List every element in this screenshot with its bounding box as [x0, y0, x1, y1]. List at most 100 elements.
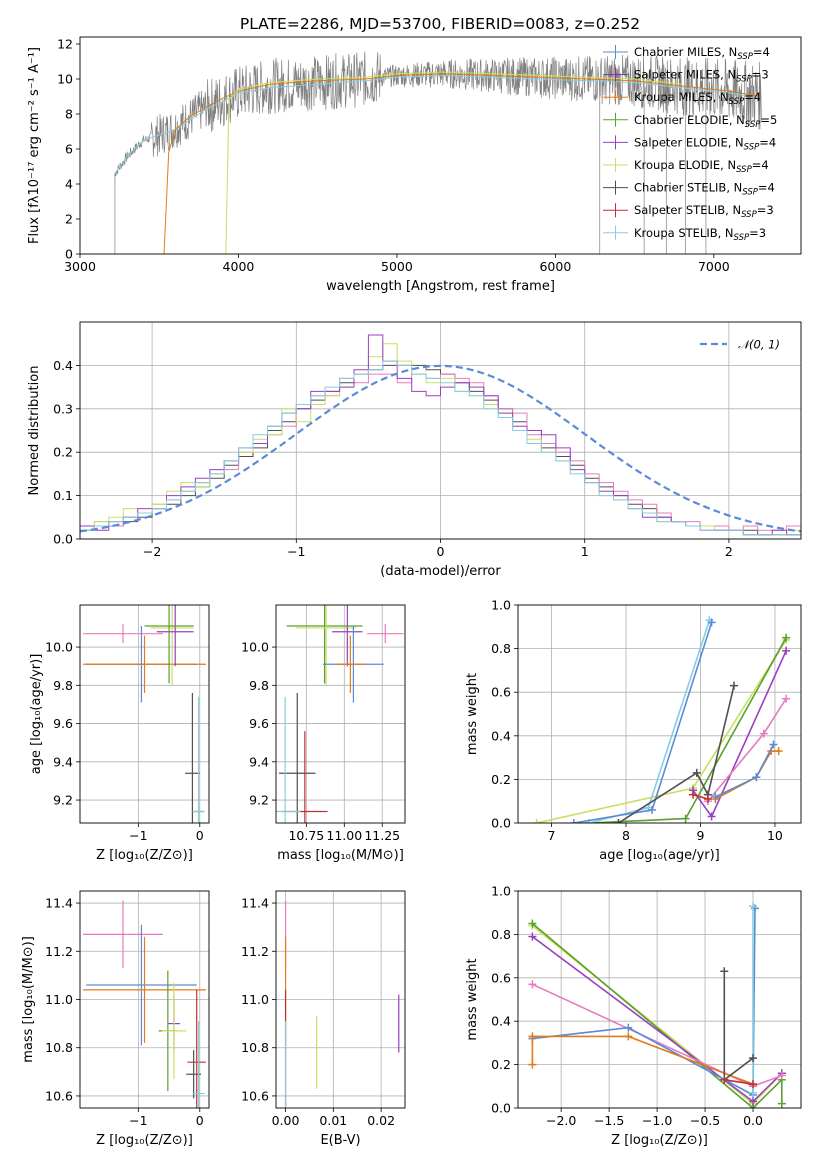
y-tick-label: 10.0 — [45, 640, 73, 655]
x-axis-label: Z [log₁₀(Z/Z⊙)] — [96, 848, 193, 863]
plus-marker — [528, 980, 537, 989]
legend-label: Kroupa MILES, NSSP=4 — [634, 90, 761, 107]
x-axis-label: Z [log₁₀(Z/Z⊙)] — [611, 1133, 708, 1148]
y-axis-label: mass weight — [465, 958, 480, 1040]
x-tick-label: −2.0 — [546, 1113, 576, 1128]
x-tick-label: −1 — [129, 1113, 147, 1128]
axes-frame — [275, 604, 406, 824]
gaussian-curve — [80, 364, 801, 533]
legend-label: Kroupa ELODIE, NSSP=4 — [634, 158, 769, 175]
histogram-step-line — [80, 334, 801, 536]
errorbar-point — [286, 605, 363, 684]
mass-weight-line — [532, 908, 756, 1096]
plus-marker — [720, 1075, 729, 1084]
plus-marker — [707, 812, 716, 821]
plus-marker — [624, 1023, 633, 1032]
plus-marker — [777, 1099, 786, 1108]
x-tick-label: −1 — [287, 544, 305, 559]
y-tick-label: 12 — [57, 37, 73, 52]
x-tick-label: 8 — [622, 828, 630, 843]
y-tick-label: 4 — [65, 177, 73, 192]
plus-marker — [777, 1071, 786, 1080]
axes-frame — [275, 890, 406, 1109]
y-tick-label: 0.6 — [491, 970, 511, 985]
plus-marker — [749, 1054, 758, 1063]
y-tick-label: 9.2 — [249, 793, 269, 808]
age_vs_mass-plot-area — [276, 605, 404, 823]
plus-marker — [648, 805, 657, 814]
errorbar-point — [276, 696, 301, 823]
y-tick-label: 10.0 — [241, 640, 269, 655]
x-axis-label: (data-model)/error — [380, 564, 501, 579]
y-tick-label: 10.8 — [241, 1040, 269, 1055]
x-axis-label: wavelength [Angstrom, rest frame] — [326, 279, 555, 294]
y-tick-label: 0.8 — [491, 641, 511, 656]
errorbar-point — [144, 605, 194, 684]
axes-frame — [79, 604, 210, 824]
axes-frame — [517, 604, 802, 824]
x-tick-label: 10 — [767, 828, 783, 843]
plus-marker — [614, 819, 623, 823]
x-tick-label: 1 — [581, 544, 589, 559]
plus-marker — [769, 740, 778, 749]
plus-marker — [749, 1088, 758, 1097]
y-tick-label: 0.3 — [53, 401, 73, 416]
errorbar-point — [86, 924, 197, 1046]
y-tick-label: 0.0 — [491, 816, 511, 831]
x-tick-label: 11.25 — [364, 828, 400, 843]
x-tick-label: −1.5 — [594, 1113, 624, 1128]
y-tick-label: 9.4 — [53, 754, 73, 769]
x-tick-label: 6000 — [539, 259, 571, 274]
errorbar-point — [161, 982, 187, 1080]
y-tick-label: 10.6 — [241, 1088, 269, 1103]
y-tick-label: 1.0 — [491, 884, 511, 899]
y-tick-label: 2 — [65, 212, 73, 227]
x-axis-label: mass [log₁₀(M/M⊙)] — [277, 848, 404, 863]
legend-entry: Kroupa ELODIE, NSSP=4 — [603, 158, 769, 175]
plus-marker — [720, 967, 729, 976]
y-tick-label: 9.2 — [53, 793, 73, 808]
legend-entry: Salpeter STELIB, NSSP=3 — [603, 203, 774, 220]
plus-marker — [749, 902, 758, 911]
x-tick-label: 0.02 — [367, 1113, 395, 1128]
y-tick-label: 0.8 — [491, 927, 511, 942]
errorbar-point — [295, 605, 357, 686]
x-tick-label: 0.0 — [743, 1113, 763, 1128]
mass-vs-metallicity-panel: −1 0 10.6 10.8 11.0 11.2 11.4 Z [log₁₀(Z/Z⊙)] ma… — [21, 890, 210, 1148]
legend-entry: Salpeter ELODIE, NSSP=4 — [603, 135, 776, 152]
y-tick-label: 0.4 — [53, 358, 73, 373]
x-tick-label: −1 — [129, 828, 147, 843]
plus-marker — [528, 1032, 537, 1041]
errorbar-point — [192, 696, 205, 823]
mass-weight-line — [573, 622, 713, 823]
model-spectrum-line — [225, 71, 683, 254]
y-tick-label: 11.4 — [45, 896, 73, 911]
errorbar-point — [83, 624, 163, 644]
errorbar-point — [83, 900, 163, 969]
x-tick-label: 0.01 — [319, 1113, 347, 1128]
y-tick-label: 9.8 — [53, 678, 73, 693]
plus-marker — [528, 932, 537, 941]
y-tick-label: 0.2 — [491, 772, 511, 787]
plus-marker — [752, 773, 761, 782]
y-tick-label: 10 — [57, 72, 73, 87]
y-tick-label: 10.6 — [45, 1088, 73, 1103]
x-tick-label: 0 — [437, 544, 445, 559]
x-tick-label: −2 — [143, 544, 161, 559]
legend-entry: Kroupa STELIB, NSSP=3 — [603, 225, 766, 243]
plus-marker — [759, 729, 768, 738]
age-vs-metallicity-panel: −1 0 9.2 9.4 9.6 9.8 10.0 Z [log₁₀(Z/Z⊙)] age [l… — [29, 604, 210, 863]
errorbar-point — [83, 635, 206, 693]
histogram-step-line — [80, 360, 801, 536]
y-tick-label: 9.4 — [249, 754, 269, 769]
legend-entry: 𝒩(0, 1) — [700, 338, 780, 352]
plus-marker — [692, 768, 701, 777]
y-tick-label: 11.4 — [241, 896, 269, 911]
y-tick-label: 0.0 — [53, 532, 73, 547]
mass-weight-vs-metallicity-panel: −2.0 −1.5 −1.0 −0.5 0.0 0.0 0.2 0.4 0.6 0.8 1.0 Z [… — [465, 884, 802, 1148]
mass-weight-line — [588, 637, 787, 823]
y-tick-label: 1.0 — [491, 598, 511, 613]
plus-marker — [711, 792, 720, 801]
x-tick-label: 5000 — [381, 259, 413, 274]
